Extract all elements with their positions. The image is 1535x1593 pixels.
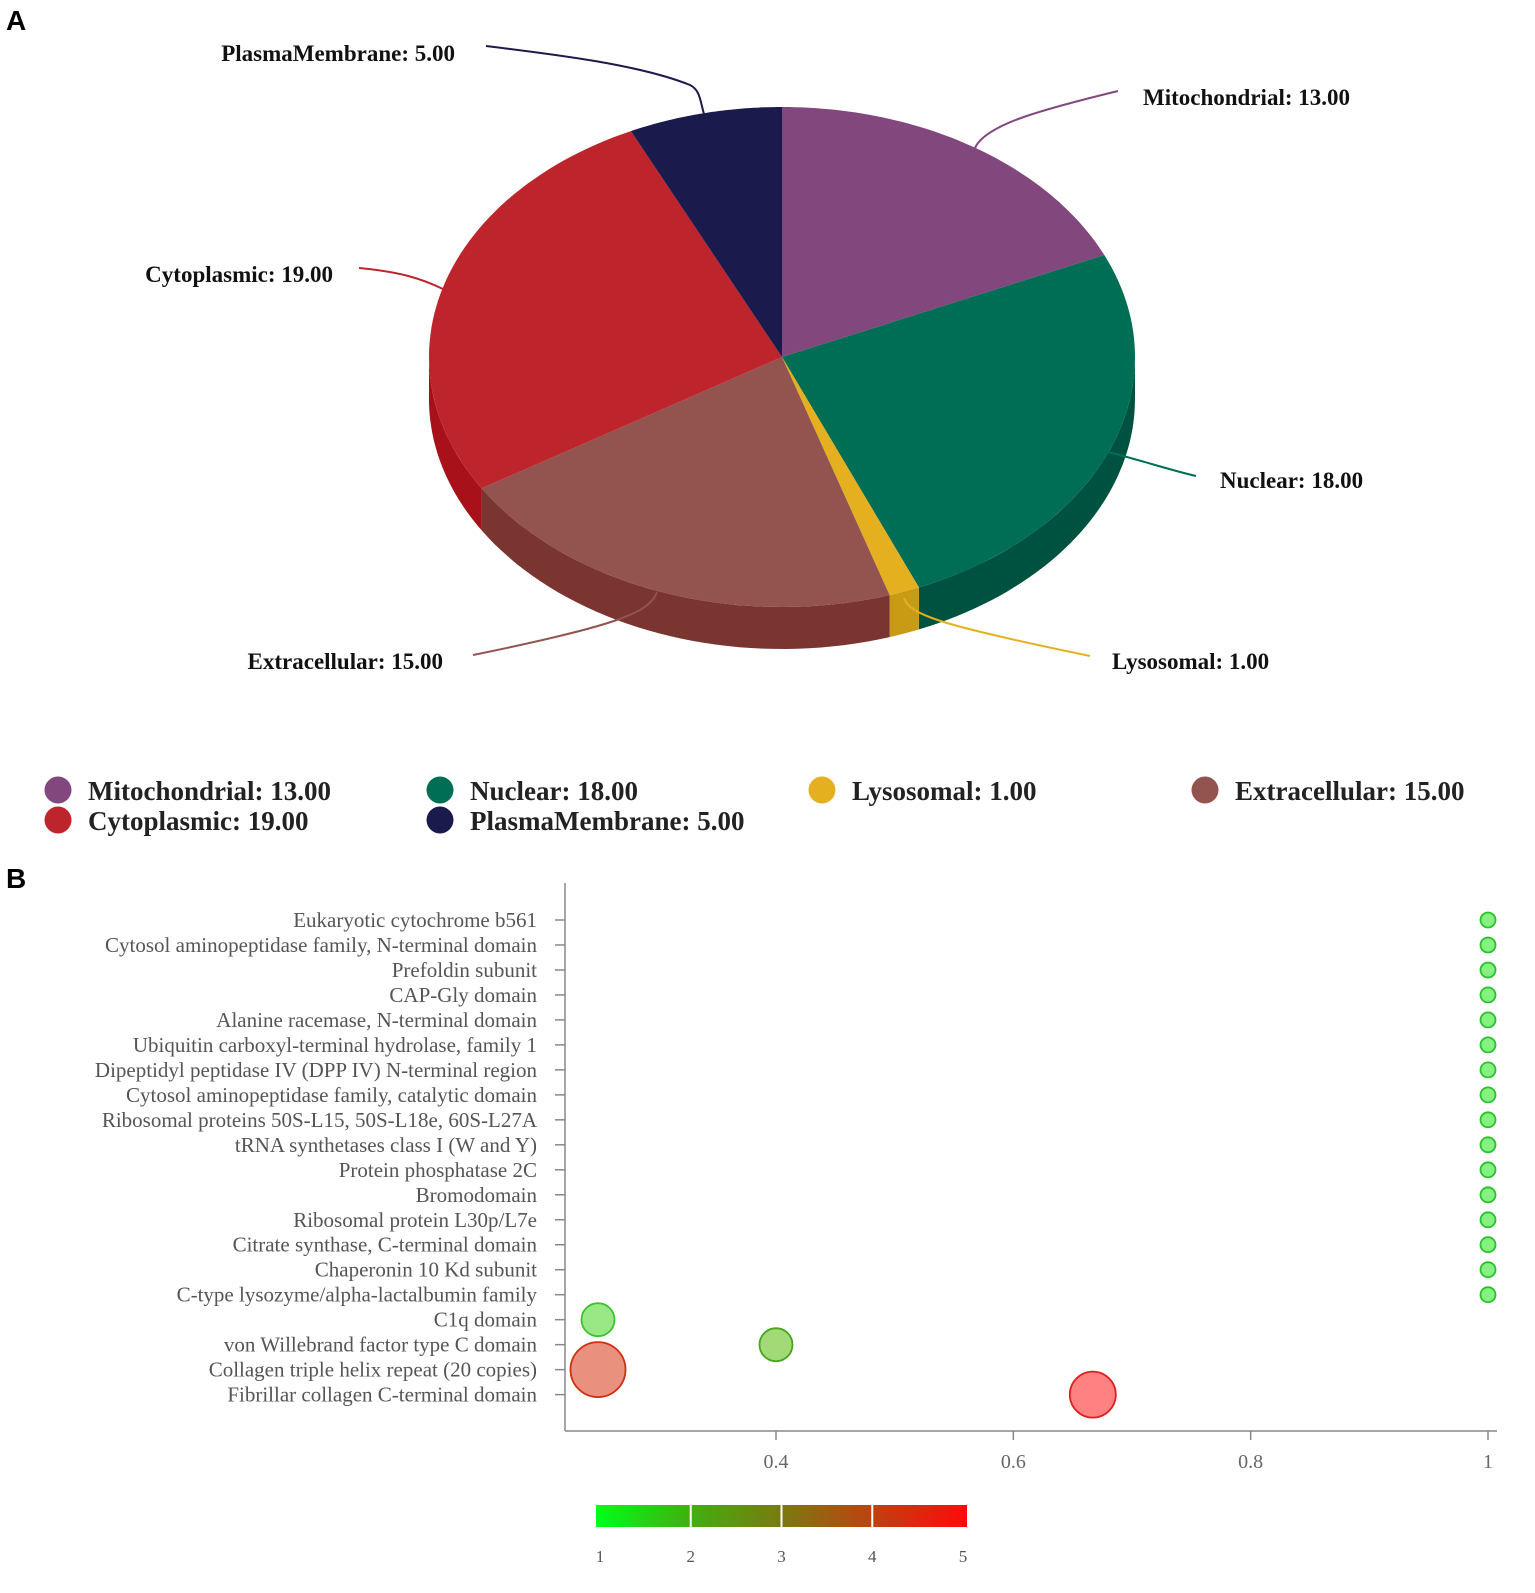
legend-swatch-extracellular [1191,776,1219,804]
panel-a-letter: A [6,5,26,36]
category-label: Cytosol aminopeptidase family, catalytic… [126,1083,537,1107]
callout-label-mitochondrial: Mitochondrial: 13.00 [1143,85,1350,110]
bubble-point[interactable] [1479,1036,1497,1054]
bubble-point[interactable] [1479,911,1497,929]
bubble-point[interactable] [1479,1086,1497,1104]
category-label: von Willebrand factor type C domain [224,1333,538,1357]
bubble-point[interactable] [758,1327,794,1363]
bubble-point[interactable] [1479,1261,1497,1279]
category-label: tRNA synthetases class I (W and Y) [235,1133,537,1157]
bubble-point[interactable] [569,1341,627,1398]
legend-swatch-plasmamembrane [426,806,454,834]
legend-swatch-mitochondrial [44,776,72,804]
category-label: Collagen triple helix repeat (20 copies) [209,1358,537,1382]
legend-swatch-cytoplasmic [44,806,72,834]
legend-label-cytoplasmic: Cytoplasmic: 19.00 [88,806,308,836]
category-label: Alanine racemase, N-terminal domain [216,1008,537,1032]
category-label: CAP-Gly domain [389,983,537,1007]
x-tick-label: 0.8 [1238,1451,1263,1473]
callout-label-extracellular: Extracellular: 15.00 [248,649,443,674]
callout-label-plasmamembrane: PlasmaMembrane: 5.00 [221,41,455,66]
pie-legend: Mitochondrial: 13.00 Nuclear: 18.00 Lysoso… [44,776,1464,836]
category-label: Eukaryotic cytochrome b561 [293,908,537,932]
callout-line-cytoplasmic [358,267,444,290]
bubble-point[interactable] [1479,936,1497,954]
callout-label-cytoplasmic: Cytoplasmic: 19.00 [145,262,333,287]
panel-b-letter: B [6,863,26,894]
colorbar: 1 2 3 4 5 [596,1505,968,1566]
callout-line-nuclear [1107,451,1197,477]
bubble-point[interactable] [1479,1211,1497,1229]
bubble-point[interactable] [1479,1186,1497,1204]
colorbar-tick-label: 1 [596,1547,605,1566]
bubble-point[interactable] [1479,1136,1497,1154]
pie-side-cytoplasmic [429,357,482,531]
callout-label-lysosomal: Lysosomal: 1.00 [1112,649,1269,674]
bubble-point[interactable] [1479,1011,1497,1029]
bubble-point[interactable] [580,1302,616,1338]
pie-slice-mitochondrial[interactable] [782,107,1105,357]
colorbar-tick-label: 5 [959,1547,968,1566]
pie-side-nuclear [918,357,1135,630]
x-tick-label: 0.4 [764,1451,789,1473]
category-label: Ribosomal proteins 50S-L15, 50S-L18e, 60… [102,1108,538,1132]
legend-label-nuclear: Nuclear: 18.00 [470,776,638,806]
callout-line-mitochondrial [974,90,1119,149]
pie-slice-nuclear[interactable] [782,255,1135,588]
category-label: Prefoldin subunit [392,958,537,982]
pie-side-extracellular [481,488,890,649]
bubble-point[interactable] [1479,1236,1497,1254]
bubble-point[interactable] [1479,1161,1497,1179]
legend-swatch-lysosomal [808,776,836,804]
bubble-point[interactable] [1479,1286,1497,1304]
bubble-point[interactable] [1479,961,1497,979]
category-label: Ubiquitin carboxyl-terminal hydrolase, f… [133,1033,537,1057]
pie-side-lysosomal [889,587,919,638]
callout-line-plasmamembrane [485,45,705,115]
category-label: Bromodomain [416,1183,538,1207]
legend-label-lysosomal: Lysosomal: 1.00 [852,776,1037,806]
category-label: C-type lysozyme/alpha-lactalbumin family [177,1283,538,1307]
colorbar-tick-label: 4 [868,1547,877,1566]
category-label: Chaperonin 10 Kd subunit [315,1258,537,1282]
pie-slice-lysosomal[interactable] [782,357,919,596]
pie-slice-plasmamembrane[interactable] [630,107,782,357]
category-label: Cytosol aminopeptidase family, N-termina… [105,933,537,957]
legend-swatch-nuclear [426,776,454,804]
category-label: Dipeptidyl peptidase IV (DPP IV) N-termi… [95,1058,538,1082]
category-label: Protein phosphatase 2C [339,1158,537,1182]
category-label: Fibrillar collagen C-terminal domain [227,1383,537,1407]
pie-chart: Mitochondrial: 13.00 Nuclear: 18.00 Lysoso… [145,41,1363,674]
legend-label-plasmamembrane: PlasmaMembrane: 5.00 [470,806,744,836]
category-label: Ribosomal protein L30p/L7e [293,1208,537,1232]
legend-label-extracellular: Extracellular: 15.00 [1235,776,1464,806]
bubble-point[interactable] [1068,1370,1117,1419]
colorbar-tick-label: 2 [687,1547,696,1566]
category-label: Citrate synthase, C-terminal domain [233,1233,538,1257]
colorbar-tick-label: 3 [777,1547,786,1566]
pie-slice-cytoplasmic[interactable] [429,131,782,489]
x-tick-label: 1 [1483,1451,1493,1473]
pie-slice-extracellular[interactable] [481,357,890,607]
callout-line-extracellular [472,591,658,656]
x-tick-label: 0.6 [1001,1451,1026,1473]
callout-label-nuclear: Nuclear: 18.00 [1220,468,1363,493]
bubble-point[interactable] [1479,1061,1497,1079]
bubble-point[interactable] [1479,986,1497,1004]
category-label: C1q domain [434,1308,538,1332]
legend-label-mitochondrial: Mitochondrial: 13.00 [88,776,331,806]
bubble-point[interactable] [1479,1111,1497,1129]
callout-line-lysosomal [903,597,1091,657]
